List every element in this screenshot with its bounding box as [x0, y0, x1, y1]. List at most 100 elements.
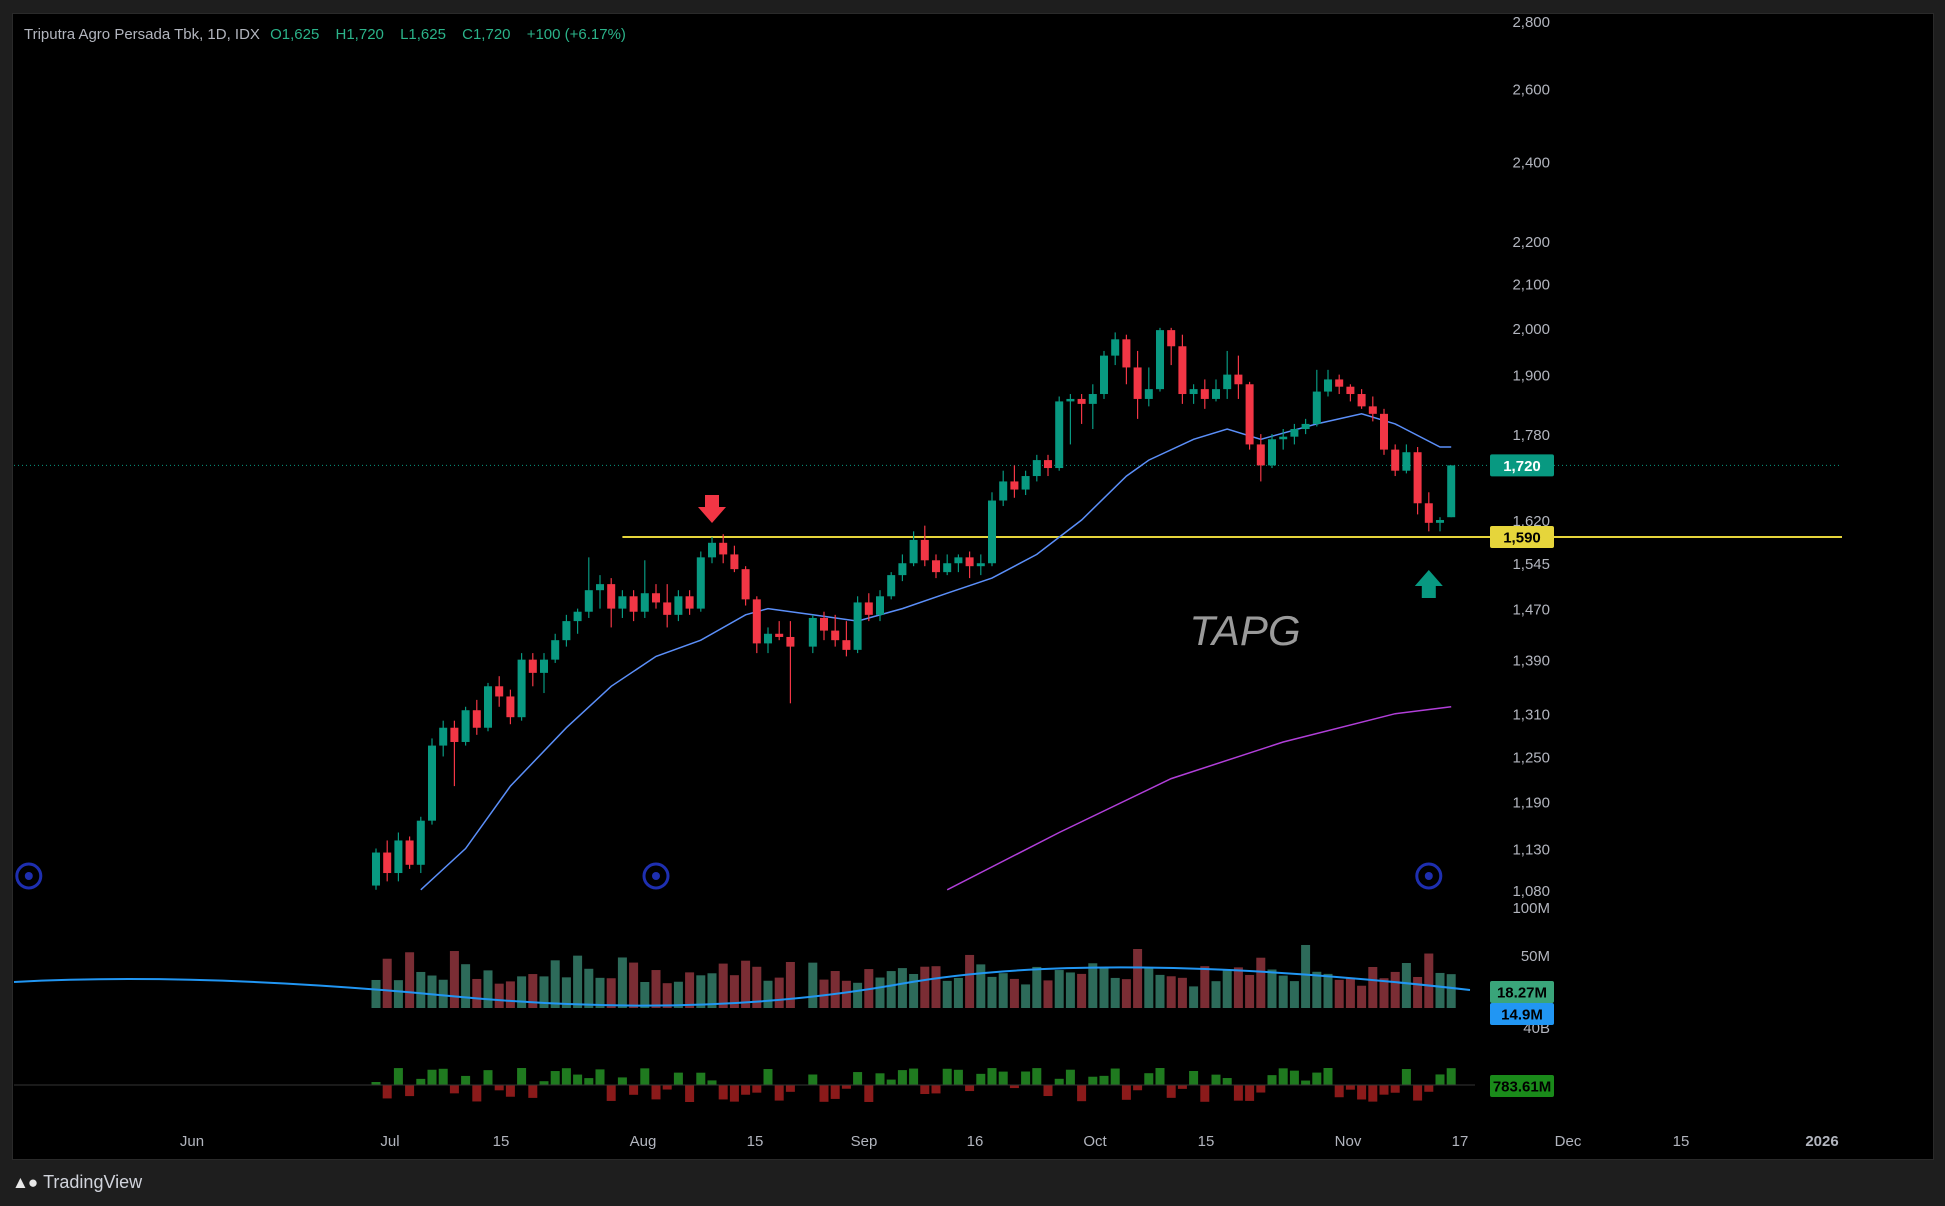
candle	[394, 832, 403, 882]
candle	[1088, 384, 1097, 430]
candle-body	[1200, 389, 1209, 399]
candle-body	[1156, 330, 1164, 390]
candle-body	[372, 852, 380, 886]
y-tick-label: 1,310	[1512, 707, 1550, 724]
candle-body	[1301, 423, 1310, 430]
volume-bar	[1189, 986, 1199, 1008]
symbol-name: Triputra Agro Persada Tbk, 1D, IDX	[24, 26, 260, 43]
flow-bar	[561, 1068, 571, 1085]
x-tick-label: Nov	[1335, 1133, 1362, 1150]
candle	[853, 596, 862, 654]
volume-bar	[1301, 944, 1311, 1008]
level-price-badge-text: 1,590	[1503, 530, 1541, 547]
candle-body	[428, 745, 436, 821]
tradingview-brand[interactable]: ▲● TradingView	[12, 1172, 142, 1193]
candle	[685, 590, 694, 615]
flow-bar	[438, 1068, 448, 1085]
volume-axis-label: 100M	[1512, 900, 1550, 917]
candle	[1268, 434, 1276, 469]
tradingview-logo-icon: ▲●	[12, 1172, 38, 1192]
candle-body	[1066, 398, 1075, 402]
volume-bar	[517, 976, 527, 1008]
candle-body	[1189, 389, 1198, 395]
volume-bar	[987, 976, 997, 1008]
candle	[808, 614, 817, 654]
volume-bar	[1424, 953, 1434, 1008]
candle	[887, 572, 896, 600]
candle-body	[472, 710, 481, 728]
event-circle-icon	[642, 862, 670, 890]
flow-bar	[1446, 1068, 1456, 1085]
volume-bar	[875, 977, 885, 1008]
candle	[708, 537, 716, 564]
candle-body	[1413, 452, 1422, 504]
volume-bar	[1211, 981, 1221, 1008]
flow-badge: 783.61M	[1490, 1075, 1554, 1097]
volume-bar	[1401, 963, 1411, 1008]
volume-badge-text: 18.27M	[1497, 985, 1547, 1002]
flow-bar	[1177, 1085, 1187, 1089]
flow-bar	[1155, 1068, 1165, 1085]
volume-bar	[1110, 977, 1120, 1008]
y-tick-label: 2,200	[1512, 234, 1550, 251]
candle	[920, 525, 929, 567]
candle-body	[954, 557, 963, 564]
x-tick-label: 2026	[1805, 1133, 1838, 1150]
open-label: O	[270, 26, 282, 43]
volume-bar	[405, 952, 415, 1008]
candle	[1402, 444, 1411, 474]
flow-bar	[1065, 1069, 1075, 1085]
flow-bar	[1357, 1085, 1367, 1100]
volume-bar	[673, 981, 683, 1008]
flow-bar	[987, 1068, 997, 1085]
volume-bar	[942, 980, 952, 1008]
candle-body	[1346, 386, 1355, 395]
volume-bar	[573, 955, 583, 1008]
candle	[506, 689, 515, 725]
candle	[842, 621, 851, 657]
x-tick-label: 15	[1673, 1133, 1690, 1150]
candle	[439, 720, 448, 757]
candle-body	[999, 481, 1008, 501]
flow-bar	[651, 1085, 661, 1100]
flow-bar	[1278, 1068, 1288, 1085]
flow-bar	[1222, 1078, 1232, 1085]
candle	[495, 676, 504, 707]
candle-body	[752, 599, 761, 644]
candle-body	[730, 554, 739, 570]
flow-badge-text: 783.61M	[1493, 1079, 1551, 1096]
flow-bar	[707, 1080, 717, 1085]
candle	[1368, 396, 1377, 422]
volume-bar	[1121, 979, 1131, 1008]
candle	[528, 653, 537, 687]
volume-bar	[909, 973, 919, 1008]
candle-body	[1055, 401, 1064, 469]
flow-bar	[819, 1085, 829, 1102]
candle-body	[596, 584, 604, 591]
flow-bar	[741, 1085, 751, 1095]
flow-bar	[472, 1085, 482, 1102]
volume-bar	[886, 971, 896, 1008]
candle	[898, 554, 907, 582]
candle-body	[663, 602, 672, 615]
volume-bar	[438, 979, 448, 1008]
candle	[864, 593, 873, 622]
flow-bar	[1334, 1085, 1344, 1098]
volume-bar	[1077, 973, 1087, 1008]
volume-bar	[976, 964, 986, 1008]
y-tick-label: 1,545	[1512, 556, 1550, 573]
flow-bar	[1435, 1074, 1445, 1085]
y-tick-label: 1,780	[1512, 427, 1550, 444]
volume-bar	[1177, 977, 1187, 1008]
candle	[1413, 447, 1422, 515]
flow-bar	[393, 1068, 403, 1085]
candle	[517, 653, 526, 721]
candle-body	[1111, 339, 1120, 356]
candle-body	[988, 500, 996, 564]
candle	[775, 621, 784, 641]
candle	[1167, 327, 1176, 366]
flow-bar	[427, 1069, 437, 1085]
candle-body	[1402, 452, 1411, 471]
flow-bar	[1390, 1085, 1400, 1093]
